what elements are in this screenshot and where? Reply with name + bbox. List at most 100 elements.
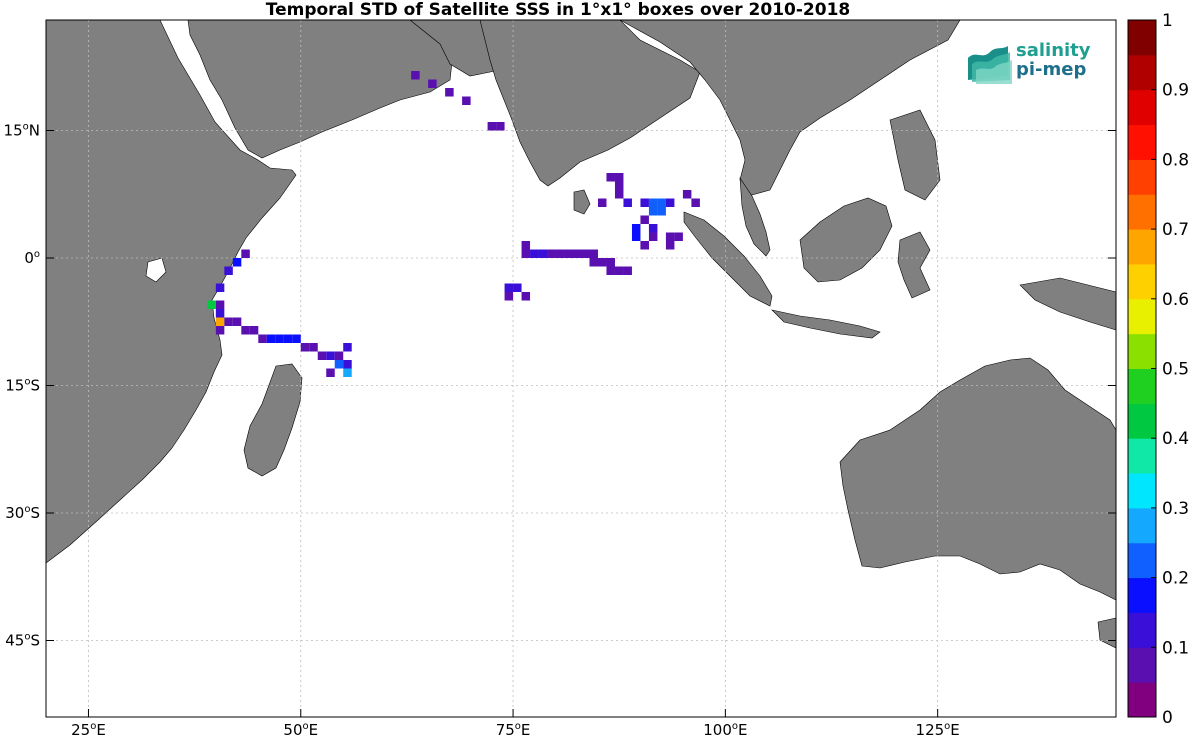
data-cell bbox=[648, 224, 658, 233]
land-java bbox=[771, 309, 881, 339]
land-africa bbox=[45, 19, 297, 564]
land-srilanka bbox=[573, 189, 591, 215]
y-tick-label: 15oN bbox=[4, 122, 40, 140]
colorbar-bin bbox=[1128, 438, 1156, 474]
colorbar-bin bbox=[1128, 507, 1156, 544]
colorbar-bin bbox=[1128, 542, 1156, 579]
data-cell bbox=[538, 249, 548, 258]
data-cell bbox=[521, 249, 531, 258]
data-cell bbox=[241, 326, 250, 335]
data-cell bbox=[513, 283, 522, 292]
data-cell bbox=[224, 317, 233, 326]
data-cell bbox=[326, 368, 335, 377]
data-cell bbox=[215, 309, 225, 318]
colorbar-bin bbox=[1128, 89, 1156, 126]
data-cell bbox=[215, 283, 225, 292]
logo-wave-icon bbox=[968, 46, 1012, 84]
x-tick-label: 100oE bbox=[703, 721, 747, 739]
colorbar-bin bbox=[1128, 159, 1156, 195]
colorbar-bin bbox=[1128, 682, 1156, 718]
data-cell bbox=[521, 241, 531, 250]
colorbar-bin bbox=[1128, 577, 1156, 613]
data-cell bbox=[614, 266, 624, 275]
colorbar-bin bbox=[1128, 647, 1156, 683]
land-madagascar bbox=[243, 363, 303, 477]
data-cell bbox=[547, 249, 556, 258]
data-cell bbox=[606, 266, 615, 275]
data-cell bbox=[504, 283, 514, 292]
data-cell bbox=[631, 224, 641, 233]
data-cell bbox=[462, 96, 471, 105]
data-cell bbox=[258, 334, 267, 343]
data-cell bbox=[326, 351, 335, 360]
data-cell bbox=[334, 360, 344, 369]
land-sumatra bbox=[683, 211, 773, 307]
data-cell bbox=[572, 249, 581, 258]
land-philippines bbox=[889, 109, 941, 201]
colorbar-bin bbox=[1128, 54, 1156, 91]
colorbar: 0 0.1 0.2 0.3 0.4 0.5 0.6 0.7 0.8 0.9 1 bbox=[1127, 11, 1189, 728]
data-cell bbox=[504, 292, 514, 301]
data-cell bbox=[606, 173, 615, 182]
data-cell bbox=[215, 317, 225, 326]
axis-ticks: 25oE 50oE 75oE 100oE 125oE 15oN 0o 15oS 30oS 45oS bbox=[4, 122, 1116, 739]
data-cell bbox=[300, 343, 310, 352]
data-cell bbox=[631, 232, 641, 241]
data-cell bbox=[581, 249, 590, 258]
land-india bbox=[479, 19, 701, 187]
data-cell bbox=[665, 232, 675, 241]
colorbar-labels: 0 0.1 0.2 0.3 0.4 0.5 0.6 0.7 0.8 0.9 1 bbox=[1151, 11, 1189, 728]
data-cell bbox=[215, 300, 225, 309]
data-cell bbox=[614, 173, 624, 182]
colorbar-tick-label: 0.5 bbox=[1162, 360, 1189, 380]
data-cell bbox=[555, 249, 565, 258]
data-cell bbox=[343, 343, 352, 352]
land-lake-victoria bbox=[145, 257, 167, 283]
gridlines bbox=[46, 20, 1116, 717]
colorbar-bins bbox=[1128, 20, 1156, 718]
colorbar-tick-label: 0.9 bbox=[1162, 81, 1189, 101]
land-sulawesi bbox=[897, 231, 931, 299]
data-cell bbox=[682, 190, 692, 199]
data-cell bbox=[292, 334, 301, 343]
x-tick-label: 50oE bbox=[283, 721, 318, 739]
data-cell bbox=[674, 232, 683, 241]
data-cell bbox=[606, 258, 615, 267]
chart-title: Temporal STD of Satellite SSS in 1°x1° b… bbox=[265, 0, 851, 20]
colorbar-tick-label: 0.3 bbox=[1162, 499, 1189, 519]
data-cell bbox=[317, 351, 327, 360]
data-cell bbox=[428, 79, 437, 88]
data-cell bbox=[309, 343, 318, 352]
colorbar-tick-label: 0.1 bbox=[1162, 638, 1189, 658]
colorbar-bin bbox=[1128, 229, 1156, 265]
data-cell bbox=[564, 249, 573, 258]
x-tick-label: 125oE bbox=[916, 721, 960, 739]
colorbar-tick-label: 0.7 bbox=[1162, 220, 1189, 240]
y-tick-label: 0o bbox=[24, 249, 40, 267]
colorbar-bin bbox=[1128, 263, 1156, 300]
data-cell bbox=[496, 122, 505, 131]
data-cell bbox=[657, 207, 666, 216]
data-cell bbox=[266, 334, 276, 343]
land-australia bbox=[839, 357, 1117, 601]
data-cell bbox=[283, 334, 293, 343]
y-tick-label: 30oS bbox=[5, 504, 40, 522]
plot-area: 25oE 50oE 75oE 100oE 125oE 15oN 0o 15oS 30oS 45oS bbox=[4, 19, 1117, 739]
data-cell bbox=[640, 198, 649, 207]
data-cell bbox=[232, 258, 242, 267]
data-cell bbox=[232, 317, 242, 326]
colorbar-bin bbox=[1128, 194, 1156, 230]
data-cell bbox=[597, 198, 607, 207]
data-cell bbox=[691, 198, 700, 207]
data-cell bbox=[614, 190, 624, 199]
land-masses bbox=[45, 19, 1117, 649]
data-cell bbox=[343, 368, 352, 377]
colorbar-bin bbox=[1128, 124, 1156, 160]
colorbar-tick-label: 0.2 bbox=[1162, 569, 1189, 589]
data-cell bbox=[640, 215, 649, 224]
colorbar-bin bbox=[1128, 298, 1156, 335]
plot-frame bbox=[45, 19, 1117, 718]
data-cell bbox=[589, 249, 598, 258]
data-cell bbox=[343, 360, 352, 369]
land-indochina bbox=[619, 19, 961, 197]
